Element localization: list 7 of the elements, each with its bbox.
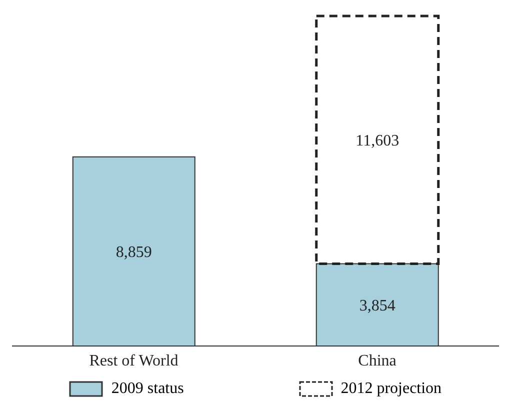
data-label: 3,854 <box>359 298 396 315</box>
x-tick-label: Rest of World <box>89 352 178 370</box>
data-label: 8,859 <box>116 244 152 262</box>
legend-label: 2012 projection <box>340 380 442 398</box>
legend-label: 2009 status <box>111 380 184 398</box>
x-tick-label: China <box>358 352 396 370</box>
data-label: 11,603 <box>356 132 400 150</box>
